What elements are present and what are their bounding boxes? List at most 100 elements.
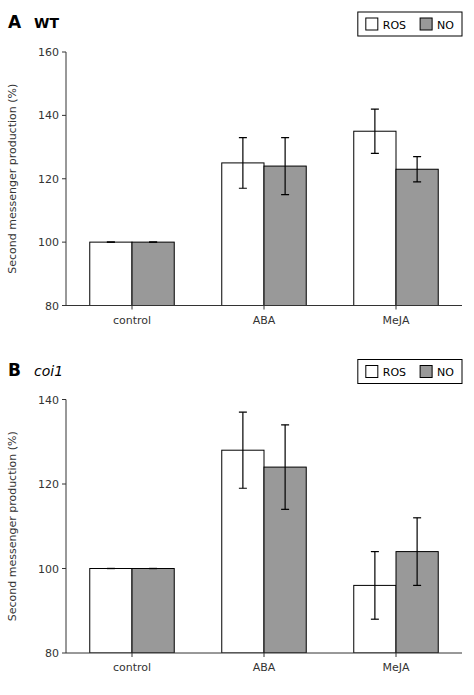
figure: A WT 80 100 120 140 160 control ABA MeJA Second me…	[0, 0, 474, 695]
y-tick	[62, 178, 66, 179]
y-tick-label: 160	[38, 46, 59, 59]
error-cap	[239, 412, 247, 413]
error-cap	[107, 568, 115, 569]
x-tick	[132, 306, 133, 310]
panel: Bcoi1 80 100 120 140 control ABA MeJA Second mes…	[6, 360, 462, 675]
y-tick	[62, 305, 66, 306]
error-stem	[242, 138, 243, 189]
error-cap	[149, 568, 157, 569]
legend-label: NO	[437, 19, 454, 32]
legend-swatch	[420, 18, 432, 30]
y-tick-label: 120	[38, 173, 59, 186]
error-bar	[239, 412, 247, 488]
panel-label: B	[8, 360, 21, 380]
legend-label: ROS	[383, 19, 406, 32]
x-tick-label: MeJA	[383, 661, 410, 674]
error-bar	[149, 568, 157, 569]
bar	[354, 131, 396, 305]
x-tick-label: control	[113, 314, 151, 327]
x-tick-label: ABA	[253, 314, 276, 327]
bar	[132, 242, 174, 305]
legend: ROS NO	[358, 360, 462, 384]
y-tick-label: 100	[38, 563, 59, 576]
error-cap	[239, 188, 247, 189]
legend-label: NO	[437, 366, 454, 379]
legend-label: ROS	[383, 366, 406, 379]
error-bar	[371, 109, 379, 153]
error-cap	[239, 137, 247, 138]
error-cap	[413, 156, 421, 157]
error-cap	[239, 488, 247, 489]
y-tick	[62, 399, 66, 400]
error-cap	[371, 108, 379, 109]
y-tick-label: 100	[38, 236, 59, 249]
error-stem	[374, 552, 375, 620]
legend-frame	[358, 360, 462, 384]
error-bar	[107, 568, 115, 569]
error-bar	[413, 518, 421, 586]
y-tick	[62, 484, 66, 485]
x-tick	[132, 653, 133, 657]
error-bar	[281, 425, 289, 510]
legend-swatch	[366, 18, 378, 30]
y-axis-label: Second messenger production (%)	[6, 431, 19, 621]
error-stem	[417, 157, 418, 182]
error-cap	[149, 242, 157, 243]
error-cap	[371, 551, 379, 552]
x-tick-label: MeJA	[383, 314, 410, 327]
error-cap	[149, 568, 157, 569]
error-bar	[107, 242, 115, 243]
x-tick	[396, 306, 397, 310]
x-tick	[264, 653, 265, 657]
y-tick	[62, 242, 66, 243]
y-tick-label: 120	[38, 478, 59, 491]
panel-title: coi1	[34, 363, 63, 379]
error-bar	[371, 552, 379, 620]
legend-swatch	[420, 366, 432, 378]
error-cap	[281, 424, 289, 425]
y-tick	[62, 653, 66, 654]
x-tick-label: ABA	[253, 661, 276, 674]
error-cap	[107, 242, 115, 243]
bar	[132, 569, 174, 654]
panel-label: A	[8, 12, 22, 32]
error-cap	[107, 242, 115, 243]
y-axis-line	[66, 400, 67, 654]
y-axis-label: Second messenger production (%)	[6, 84, 19, 274]
error-cap	[281, 509, 289, 510]
x-tick	[264, 306, 265, 310]
error-cap	[413, 585, 421, 586]
error-bar	[281, 138, 289, 195]
x-tick-label: control	[113, 661, 151, 674]
error-cap	[413, 181, 421, 182]
y-tick	[62, 52, 66, 53]
y-tick-label: 80	[45, 647, 59, 660]
error-cap	[371, 153, 379, 154]
error-stem	[374, 109, 375, 153]
error-stem	[242, 412, 243, 488]
error-cap	[107, 568, 115, 569]
error-stem	[285, 425, 286, 510]
error-stem	[285, 138, 286, 195]
bar	[90, 569, 132, 654]
error-cap	[149, 242, 157, 243]
bar	[90, 242, 132, 305]
error-bar	[413, 157, 421, 182]
panel: AWT80100120140160controlABAMeJASecond me…	[6, 12, 462, 327]
legend: ROS NO	[358, 12, 462, 36]
legend-frame	[358, 12, 462, 36]
error-cap	[281, 137, 289, 138]
plot-area	[90, 412, 438, 653]
panel-title: WT	[34, 15, 59, 31]
error-cap	[281, 194, 289, 195]
y-tick-label: 80	[45, 300, 59, 313]
y-tick	[62, 115, 66, 116]
bar	[396, 169, 438, 305]
error-cap	[371, 619, 379, 620]
y-tick-label: 140	[38, 394, 59, 407]
x-tick	[396, 653, 397, 657]
error-cap	[413, 517, 421, 518]
legend-swatch	[366, 366, 378, 378]
error-bar	[239, 138, 247, 189]
plot-area	[90, 109, 438, 305]
